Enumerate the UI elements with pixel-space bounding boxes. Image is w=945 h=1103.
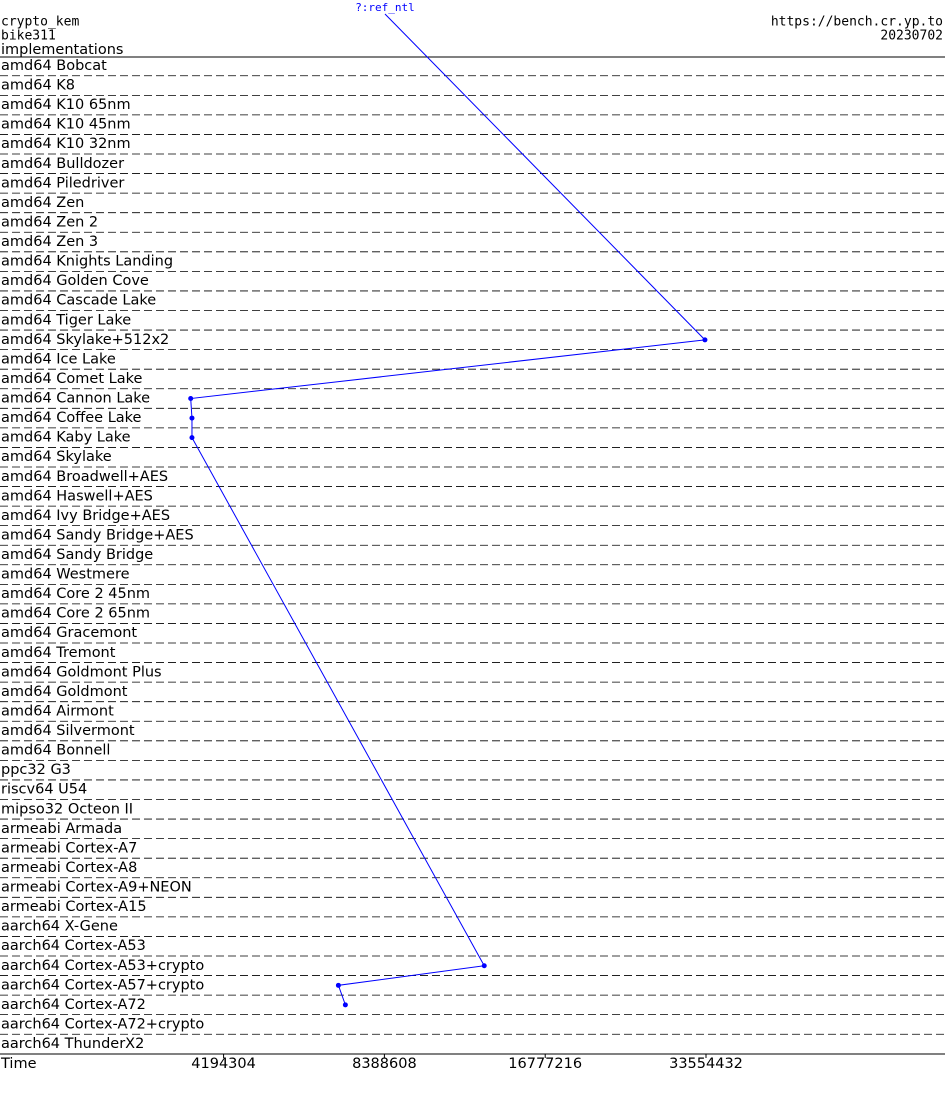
row-label: armeabi Cortex-A7: [1, 840, 137, 856]
row-label: amd64 Cascade Lake: [1, 293, 156, 309]
row-label: amd64 Sandy Bridge+AES: [1, 527, 194, 543]
row-label: amd64 Cannon Lake: [1, 391, 150, 407]
x-tick-label: 33554432: [669, 1056, 743, 1072]
y-label: implementations: [1, 42, 123, 58]
row-label: amd64 Zen: [1, 195, 84, 211]
row-label: amd64 Airmont: [1, 703, 114, 719]
data-point: [189, 435, 195, 441]
row-label: amd64 Silvermont: [1, 723, 135, 739]
row-label: amd64 Skylake+512x2: [1, 332, 169, 348]
row-label: amd64 Skylake: [1, 449, 112, 465]
row-label: amd64 Haswell+AES: [1, 488, 153, 504]
row-label: aarch64 Cortex-A72+crypto: [1, 1016, 204, 1032]
row-label: ppc32 G3: [1, 762, 71, 778]
row-label: aarch64 Cortex-A53+crypto: [1, 958, 204, 974]
x-tick-label: 16777216: [508, 1056, 582, 1072]
data-point: [335, 982, 341, 988]
row-label: aarch64 Cortex-A57+crypto: [1, 977, 204, 993]
data-point: [188, 396, 194, 402]
row-label: amd64 Bonnell: [1, 743, 110, 759]
row-label: riscv64 U54: [1, 782, 87, 798]
row-label: amd64 Core 2 45nm: [1, 586, 150, 602]
row-label: amd64 Zen 3: [1, 234, 98, 250]
row-label: amd64 Coffee Lake: [1, 410, 142, 426]
row-label: amd64 Broadwell+AES: [1, 469, 168, 485]
row-label: amd64 Knights Landing: [1, 254, 173, 270]
row-label: amd64 K10 45nm: [1, 117, 131, 133]
row-label: amd64 Golden Cove: [1, 273, 149, 289]
row-label: amd64 Core 2 65nm: [1, 606, 150, 622]
row-label: amd64 Bulldozer: [1, 156, 124, 172]
row-label: armeabi Cortex-A9+NEON: [1, 880, 192, 896]
row-label: amd64 Ice Lake: [1, 351, 116, 367]
row-label: armeabi Cortex-A15: [1, 899, 147, 915]
row-label: armeabi Armada: [1, 821, 122, 837]
row-label: amd64 Sandy Bridge: [1, 547, 153, 563]
row-label: amd64 K10 32nm: [1, 136, 131, 152]
row-label: amd64 Piledriver: [1, 175, 124, 191]
data-point: [189, 415, 195, 421]
row-label: aarch64 Cortex-A72: [1, 997, 146, 1013]
row-label: aarch64 X-Gene: [1, 919, 118, 935]
row-label: amd64 Bobcat: [1, 58, 107, 74]
row-label: amd64 Goldmont Plus: [1, 664, 162, 680]
row-label: amd64 Tremont: [1, 645, 116, 661]
data-point: [481, 963, 487, 969]
row-label: amd64 Kaby Lake: [1, 430, 131, 446]
row-label: aarch64 Cortex-A53: [1, 938, 146, 954]
date: 20230702: [880, 29, 943, 44]
row-label: amd64 Gracemont: [1, 625, 137, 641]
source: https://bench.cr.yp.to: [771, 15, 943, 30]
title: crypto_kem: [1, 15, 79, 30]
row-label: amd64 K8: [1, 78, 75, 94]
label-leader: [384, 13, 706, 341]
row-label: mipso32 Octeon II: [1, 801, 133, 817]
row-label: amd64 Zen 2: [1, 214, 98, 230]
row-label: amd64 Comet Lake: [1, 371, 142, 387]
series-label: ?:ref_ntl: [355, 1, 415, 14]
subtitle: bike311: [1, 29, 56, 44]
data-point: [342, 1002, 348, 1008]
row-label: amd64 K10 65nm: [1, 97, 131, 113]
x-tick-label: 4194304: [191, 1056, 256, 1072]
data-point: [702, 337, 708, 343]
x-tick-label: 8388608: [352, 1056, 417, 1072]
row-label: aarch64 ThunderX2: [1, 1036, 144, 1052]
row-label: armeabi Cortex-A8: [1, 860, 137, 876]
row-label: amd64 Ivy Bridge+AES: [1, 508, 170, 524]
row-label: amd64 Tiger Lake: [1, 312, 131, 328]
row-label: amd64 Westmere: [1, 567, 130, 583]
row-label: amd64 Goldmont: [1, 684, 128, 700]
x-label: Time: [0, 1056, 37, 1072]
